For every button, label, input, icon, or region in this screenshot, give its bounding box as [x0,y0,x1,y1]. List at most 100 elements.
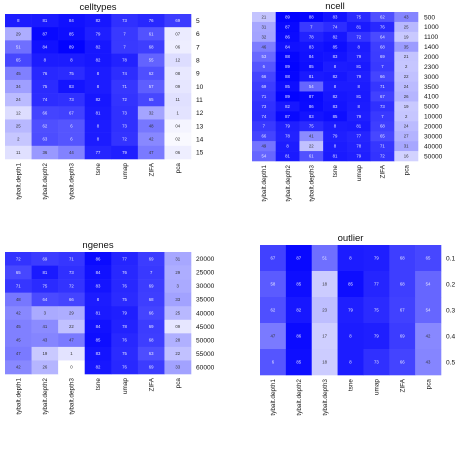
ncell-cell-value: 8 [358,44,361,49]
celltypes-cell-value: 51 [16,44,21,49]
ngenes-cell-value: 84 [96,324,101,329]
outlier-cell-value: 79 [374,334,379,339]
ncell-cell [346,61,371,72]
outlier-cell-value: 79 [348,308,353,313]
ncell-cell-value: 78 [356,144,361,149]
ncell-cell-value: 71 [261,94,266,99]
outlier-cell-value: 67 [400,308,405,313]
outlier-title: outlier [338,233,364,244]
outlier-cell-value: 75 [374,308,379,313]
ngenes-cell [164,265,192,280]
ngenes-cell-value: 68 [149,297,154,302]
ncell-cell [275,101,300,112]
ncell-cell-value: 8 [358,104,361,109]
outlier-cell-value: 23 [322,308,327,313]
ncell-cell [299,81,324,92]
ncell-cell [370,101,395,112]
ncell-cell-value: 75 [309,124,314,129]
celltypes-cell-value: 8 [44,58,47,63]
ngenes-cell [137,306,165,321]
ncell-cell-value: 78 [309,34,314,39]
ncell-cell-value: 79 [285,124,290,129]
ncell-cell [370,91,395,102]
ncell-cell [323,141,348,152]
ncell-cell [346,151,371,162]
ncell-cell [252,91,277,102]
celltypes-cell [164,14,192,28]
outlier-column-label: ZIFA [399,378,406,392]
outlier-row-label: 0.5 [446,359,455,366]
celltypes-cell-value: 09 [175,84,180,89]
ncell-cell [252,61,277,72]
ncell-cell-value: 81 [333,154,338,159]
ncell-row-label: 1100 [424,34,439,41]
ncell-cell-value: 71 [380,144,385,149]
outlier-column-label: pca [425,379,432,390]
ngenes-cell-value: 22 [69,324,74,329]
ncell-cell-value: 22 [404,74,409,79]
ngenes-cell [84,306,112,321]
celltypes-cell [31,14,59,28]
celltypes-cell-value: 62 [42,124,47,129]
ngenes-cell [58,333,86,348]
ngenes-cell [164,333,192,348]
ngenes-cell [31,306,59,321]
ngenes-cell [137,360,165,375]
ngenes-column-label: pca [175,378,182,389]
ncell-cell-value: 85 [333,114,338,119]
celltypes-cell [164,66,192,81]
ncell-cell-value: 88 [309,14,314,19]
celltypes-cell-value: 72 [122,137,127,142]
ncell-cell [323,81,348,92]
ncell-cell-value: 86 [285,34,290,39]
ngenes-cell [5,346,32,361]
ncell-cell [252,41,277,53]
ncell-cell-value: 32 [261,34,266,39]
outlier-cell [311,271,338,298]
celltypes-cell [111,14,139,28]
ncell-cell-value: 88 [285,74,290,79]
ncell-cell-value: 66 [261,134,266,139]
celltypes-cell-value: 11 [16,150,21,155]
celltypes-cell [58,53,86,68]
celltypes-cell [31,79,59,94]
celltypes-cell-value: 8 [97,71,100,76]
celltypes-cell-value: 7 [123,31,126,36]
ncell-cell [299,21,324,33]
outlier-column-label: tybalt.depth1 [270,379,277,416]
ngenes-cell [31,292,59,307]
outlier-row-label: 0.4 [446,333,455,340]
celltypes-cell-value: 89 [69,44,74,49]
celltypes-cell [111,53,139,68]
celltypes-cell-value: 07 [175,31,180,36]
celltypes-column-label: tybalt.depth3 [69,163,76,200]
ngenes-cell [111,279,139,293]
ncell-cell-value: 81 [356,94,361,99]
celltypes-cell-value: 74 [42,97,47,102]
celltypes-cell [137,132,165,147]
outlier-cell-value: 85 [348,282,353,287]
ncell-cell-value: 76 [380,24,385,29]
celltypes-cell [58,66,86,81]
celltypes-cell-value: 8 [97,84,100,89]
ncell-cell-value: 69 [380,54,385,59]
ncell-cell [252,31,277,43]
ncell-cell [252,12,277,23]
ncell-cell-value: 66 [261,74,266,79]
celltypes-cell [5,27,32,41]
ngenes-cell [58,346,86,361]
celltypes-cell-value: 34 [16,84,21,89]
ngenes-cell-value: 81 [96,311,101,316]
ncell-cell-value: 68 [380,44,385,49]
ngenes-cell-value: 77 [122,256,127,261]
ncell-cell [346,101,371,112]
ncell-cell-value: 85 [309,64,314,69]
outlier-cell [415,271,442,298]
celltypes-cell [5,53,32,68]
ngenes-cell-value: 69 [149,365,154,370]
ngenes-row-label: 30000 [196,283,215,290]
ngenes-cell-value: 76 [122,270,127,275]
ncell-cell-value: 71 [380,84,385,89]
ncell-row-label: 1400 [424,44,439,51]
outlier-cell-value: 68 [400,282,405,287]
